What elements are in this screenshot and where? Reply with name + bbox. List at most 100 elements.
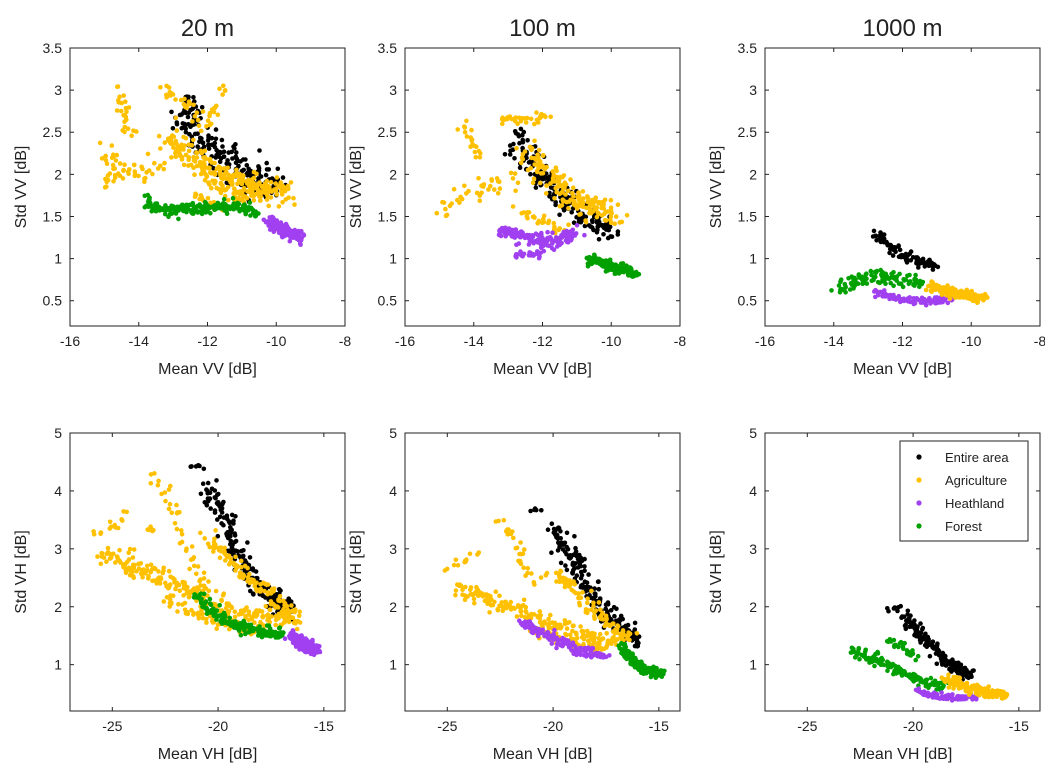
data-point [596,586,602,592]
data-point [540,163,545,168]
data-point [572,582,578,587]
data-point [115,84,120,90]
data-point [147,168,152,173]
data-point [174,128,180,133]
data-point [286,619,292,625]
data-point [212,545,218,551]
data-point [301,233,307,238]
data-point [493,519,499,524]
data-point [223,558,228,563]
y-tick-label: 5 [54,425,62,441]
data-point [614,606,619,612]
data-point [217,150,223,155]
data-point [528,116,534,122]
data-point [544,570,550,576]
data-point [950,692,955,697]
data-point [934,695,939,700]
data-point [863,647,868,653]
data-point [267,227,273,232]
data-point [552,173,557,179]
data-point [476,176,481,181]
data-point [192,114,198,119]
data-point [169,203,175,209]
data-point [208,211,213,216]
data-point [524,115,530,121]
series-heathland [496,223,587,261]
data-point [217,86,222,92]
data-point [567,632,573,638]
data-point [211,549,216,554]
data-point [662,668,667,674]
data-point [222,545,227,551]
data-point [210,170,215,176]
data-point [237,574,242,579]
data-point [577,212,582,217]
data-point [222,172,227,177]
data-point [550,230,555,235]
data-point [574,635,580,641]
data-point [282,188,288,194]
data-point [548,181,553,186]
data-point [272,596,277,601]
data-point [214,152,219,158]
data-point [200,140,206,145]
data-point [563,563,568,568]
data-point [615,637,620,642]
data-point [521,210,527,215]
data-point [917,637,923,643]
data-point [560,189,565,195]
data-point [539,623,545,628]
data-point [213,127,219,132]
data-point [457,583,462,589]
data-point [839,286,844,292]
data-point [214,147,219,153]
y-axis-label: Std VV [dB] [708,146,725,229]
data-point [152,160,157,166]
x-axis-label: Mean VH [dB] [158,746,258,763]
data-point [515,180,521,186]
data-point [98,561,104,567]
data-point [596,201,601,206]
data-point [589,225,595,230]
y-axis-label: Std VH [dB] [13,530,30,614]
data-point [583,214,589,220]
data-point [206,143,211,148]
data-point [170,126,176,131]
data-point [581,196,586,201]
data-point [212,510,218,515]
data-point [913,657,918,663]
data-point [589,630,595,636]
data-point [477,155,483,160]
data-point [488,183,493,189]
data-point [566,584,572,589]
x-tick-label: -15 [1009,718,1029,734]
data-point [142,176,147,181]
data-point [896,644,901,650]
data-point [536,147,542,153]
data-point [520,253,525,259]
x-tick-label: -12 [197,333,217,349]
data-point [892,669,897,674]
data-point [257,189,263,194]
data-point [550,178,556,183]
data-point [206,165,212,171]
data-point [467,551,473,557]
data-point [104,161,110,167]
data-point [914,296,919,301]
data-point [247,171,252,177]
data-point [954,682,960,688]
data-point [315,647,321,652]
data-point [123,561,128,567]
data-point [836,283,842,288]
data-point [558,529,563,534]
data-point [156,569,161,574]
data-point [453,588,459,593]
series-agriculture [97,83,297,213]
data-point [160,570,166,576]
data-point [564,632,569,638]
x-tick-label: -25 [102,718,122,734]
data-point [971,668,976,673]
data-point [280,234,285,240]
data-point [277,625,283,630]
